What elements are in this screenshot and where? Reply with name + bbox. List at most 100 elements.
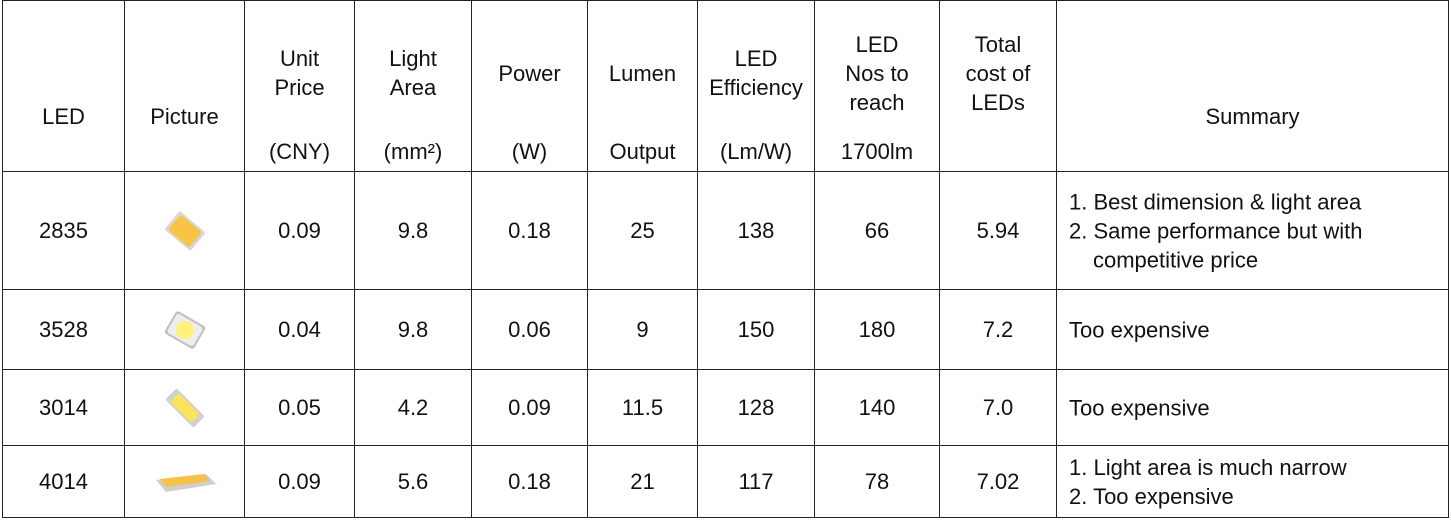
data-cell: 11.5 xyxy=(588,370,698,446)
header-text: LEDs xyxy=(940,88,1056,117)
data-cell: 21 xyxy=(588,446,698,518)
cell-text: 9 xyxy=(588,317,697,343)
data-cell: 7.2 xyxy=(940,290,1057,370)
data-cell: 7.0 xyxy=(940,370,1057,446)
header-text: Nos to xyxy=(815,59,939,88)
header-text: Total xyxy=(940,30,1056,59)
summary-item: 2. Same performance but with competitive… xyxy=(1069,216,1442,274)
summary-item: 1. Light area is much narrow xyxy=(1069,453,1442,482)
data-cell: 3014 xyxy=(2,370,125,446)
header-text: LED xyxy=(3,102,124,131)
cell-text: 180 xyxy=(815,317,939,343)
cell-text: 0.05 xyxy=(245,395,354,421)
cell-text: 140 xyxy=(815,395,939,421)
data-cell: 0.09 xyxy=(245,172,355,290)
cell-text: 7.0 xyxy=(940,395,1056,421)
led-picture xyxy=(125,383,244,433)
cell-text: 9.8 xyxy=(355,317,471,343)
data-cell: 0.18 xyxy=(472,446,588,518)
summary: Too expensive xyxy=(1069,315,1442,344)
cell-text: 66 xyxy=(815,218,939,244)
picture-cell xyxy=(125,172,245,290)
header-unit: Output xyxy=(588,137,697,166)
summary-cell: Too expensive xyxy=(1057,370,1449,446)
data-cell: 5.94 xyxy=(940,172,1057,290)
cell-text: 0.09 xyxy=(472,395,587,421)
header-cell: Lumen Output xyxy=(588,0,698,172)
cell-text: 4.2 xyxy=(355,395,471,421)
data-cell: 138 xyxy=(698,172,815,290)
data-cell: 0.05 xyxy=(245,370,355,446)
header-unit: (mm²) xyxy=(355,137,471,166)
cell-text: 5.6 xyxy=(355,469,471,495)
summary-item: Too expensive xyxy=(1069,393,1442,422)
data-cell: 0.09 xyxy=(245,446,355,518)
cell-text: 150 xyxy=(698,317,814,343)
data-cell: 0.18 xyxy=(472,172,588,290)
summary-cell: Too expensive xyxy=(1057,290,1449,370)
header-text: Area xyxy=(355,73,471,102)
data-cell: 4.2 xyxy=(355,370,472,446)
header-text: Lumen xyxy=(588,59,697,88)
cell-text: 11.5 xyxy=(588,395,697,421)
cell-text: 138 xyxy=(698,218,814,244)
header-text: Efficiency xyxy=(698,73,814,102)
data-cell: 2835 xyxy=(2,172,125,290)
header-text: reach xyxy=(815,88,939,117)
data-cell: 5.6 xyxy=(355,446,472,518)
header-text: Picture xyxy=(125,102,244,131)
header-cell: LED xyxy=(2,0,125,172)
cell-text: 0.09 xyxy=(245,469,354,495)
cell-text: 7.02 xyxy=(940,469,1056,495)
header-text: LED xyxy=(698,44,814,73)
header-text: Price xyxy=(245,73,354,102)
picture-cell xyxy=(125,370,245,446)
header-text: cost of xyxy=(940,59,1056,88)
data-cell: 128 xyxy=(698,370,815,446)
data-cell: 3528 xyxy=(2,290,125,370)
cell-text: 128 xyxy=(698,395,814,421)
led-picture xyxy=(125,305,244,355)
header-unit: (Lm/W) xyxy=(698,137,814,166)
data-cell: 150 xyxy=(698,290,815,370)
cell-text: 7.2 xyxy=(940,317,1056,343)
cell-text: 117 xyxy=(698,469,814,495)
comparison-table: LEDPictureUnitPrice(CNY)LightArea(mm²)Po… xyxy=(0,0,1451,520)
cell-text: 0.09 xyxy=(245,218,354,244)
data-cell: 9 xyxy=(588,290,698,370)
header-cell: Summary xyxy=(1057,0,1449,172)
picture-cell xyxy=(125,446,245,518)
data-cell: 78 xyxy=(815,446,940,518)
cell-text: 25 xyxy=(588,218,697,244)
header-text: Light xyxy=(355,44,471,73)
header-unit: (CNY) xyxy=(245,137,354,166)
cell-text: 0.06 xyxy=(472,317,587,343)
cell-text: 0.18 xyxy=(472,218,587,244)
page: LEDPictureUnitPrice(CNY)LightArea(mm²)Po… xyxy=(0,0,1451,520)
cell-text: 0.04 xyxy=(245,317,354,343)
data-cell: 0.04 xyxy=(245,290,355,370)
summary-item: Too expensive xyxy=(1069,315,1442,344)
picture-cell xyxy=(125,290,245,370)
data-cell: 25 xyxy=(588,172,698,290)
header-text: Unit xyxy=(245,44,354,73)
cell-text: 4014 xyxy=(3,469,124,495)
cell-text: 3014 xyxy=(3,395,124,421)
data-cell: 4014 xyxy=(2,446,125,518)
data-cell: 140 xyxy=(815,370,940,446)
data-cell: 180 xyxy=(815,290,940,370)
cell-text: 21 xyxy=(588,469,697,495)
summary: Too expensive xyxy=(1069,393,1442,422)
summary-item: 2. Too expensive xyxy=(1069,482,1442,511)
data-cell: 7.02 xyxy=(940,446,1057,518)
cell-text: 5.94 xyxy=(940,218,1056,244)
summary-item: 1. Best dimension & light area xyxy=(1069,187,1442,216)
